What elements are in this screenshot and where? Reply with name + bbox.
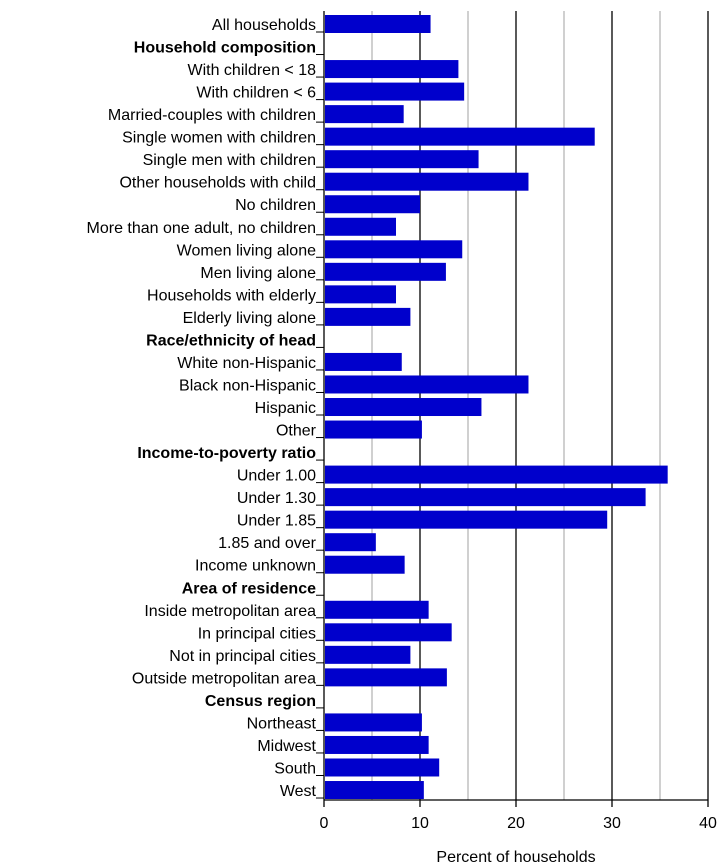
bar — [325, 488, 646, 507]
category-label: All households — [212, 17, 316, 34]
bar — [325, 465, 668, 484]
category-label: Hispanic — [255, 400, 316, 417]
x-axis: 0 10 20 30 40 — [320, 11, 717, 832]
category-label: No children — [235, 197, 316, 214]
bar — [325, 60, 459, 79]
category-label: Inside metropolitan area — [144, 603, 316, 620]
bar — [325, 172, 529, 191]
bar — [325, 781, 424, 800]
bar — [325, 307, 411, 326]
category-label: White non-Hispanic — [177, 355, 316, 372]
bar — [325, 555, 405, 574]
category-label: Northeast — [247, 715, 317, 732]
bar — [325, 262, 446, 281]
bar — [325, 375, 529, 394]
category-label: Under 1.00 — [237, 468, 316, 485]
category-label: Other — [276, 423, 317, 440]
bar — [325, 105, 404, 124]
group-heading-label: Household composition — [134, 40, 316, 57]
category-label: In principal cities — [198, 625, 316, 642]
x-tick-label: 0 — [320, 815, 329, 832]
x-tick-label: 20 — [507, 815, 525, 832]
category-label: Black non-Hispanic — [179, 377, 316, 394]
bar — [325, 735, 429, 754]
category-label: Income unknown — [195, 558, 316, 575]
bar — [325, 352, 402, 371]
category-label: Midwest — [257, 738, 316, 755]
group-heading-label: Census region — [205, 693, 316, 710]
bar — [325, 195, 420, 214]
bar — [325, 127, 595, 146]
category-label: Outside metropolitan area — [132, 670, 316, 687]
bar — [325, 600, 429, 619]
bar — [325, 217, 396, 236]
x-tick-label: 10 — [411, 815, 429, 832]
bar — [325, 82, 465, 101]
category-label: Not in principal cities — [169, 648, 316, 665]
category-label: Under 1.30 — [237, 490, 316, 507]
category-label: West — [280, 783, 317, 800]
category-label: Single women with children — [122, 130, 316, 147]
bars — [325, 15, 668, 800]
group-heading-label: Income-to-poverty ratio — [137, 445, 316, 462]
bar — [325, 398, 482, 417]
category-label: Men living alone — [200, 265, 316, 282]
bar — [325, 623, 452, 642]
group-heading-label: Area of residence — [182, 580, 316, 597]
category-label: Elderly living alone — [183, 310, 317, 327]
category-label: With children < 6 — [196, 85, 316, 102]
category-label: Single men with children — [143, 152, 316, 169]
bar — [325, 420, 422, 439]
bar — [325, 668, 447, 687]
bar — [325, 758, 440, 777]
bar — [325, 285, 396, 304]
group-heading-label: Race/ethnicity of head — [146, 332, 316, 349]
bar — [325, 533, 376, 552]
bar — [325, 240, 463, 259]
bar — [325, 15, 431, 33]
category-label: South — [274, 760, 316, 777]
bar — [325, 150, 479, 169]
category-label: Women living alone — [177, 242, 316, 259]
x-tick-label: 40 — [699, 815, 717, 832]
category-labels: All households Household composition With … — [87, 17, 324, 800]
category-label: Under 1.85 — [237, 513, 316, 530]
bar — [325, 713, 422, 732]
bar — [325, 645, 411, 664]
x-axis-title: Percent of households — [436, 849, 595, 864]
category-label: Other households with child — [119, 175, 316, 192]
category-label: Households with elderly — [147, 287, 316, 304]
category-label: Married-couples with children — [108, 107, 316, 124]
category-label: More than one adult, no children — [87, 220, 316, 237]
category-label: With children < 18 — [187, 62, 316, 79]
category-label: 1.85 and over — [218, 535, 317, 552]
x-tick-label: 30 — [603, 815, 621, 832]
bar — [325, 510, 608, 529]
